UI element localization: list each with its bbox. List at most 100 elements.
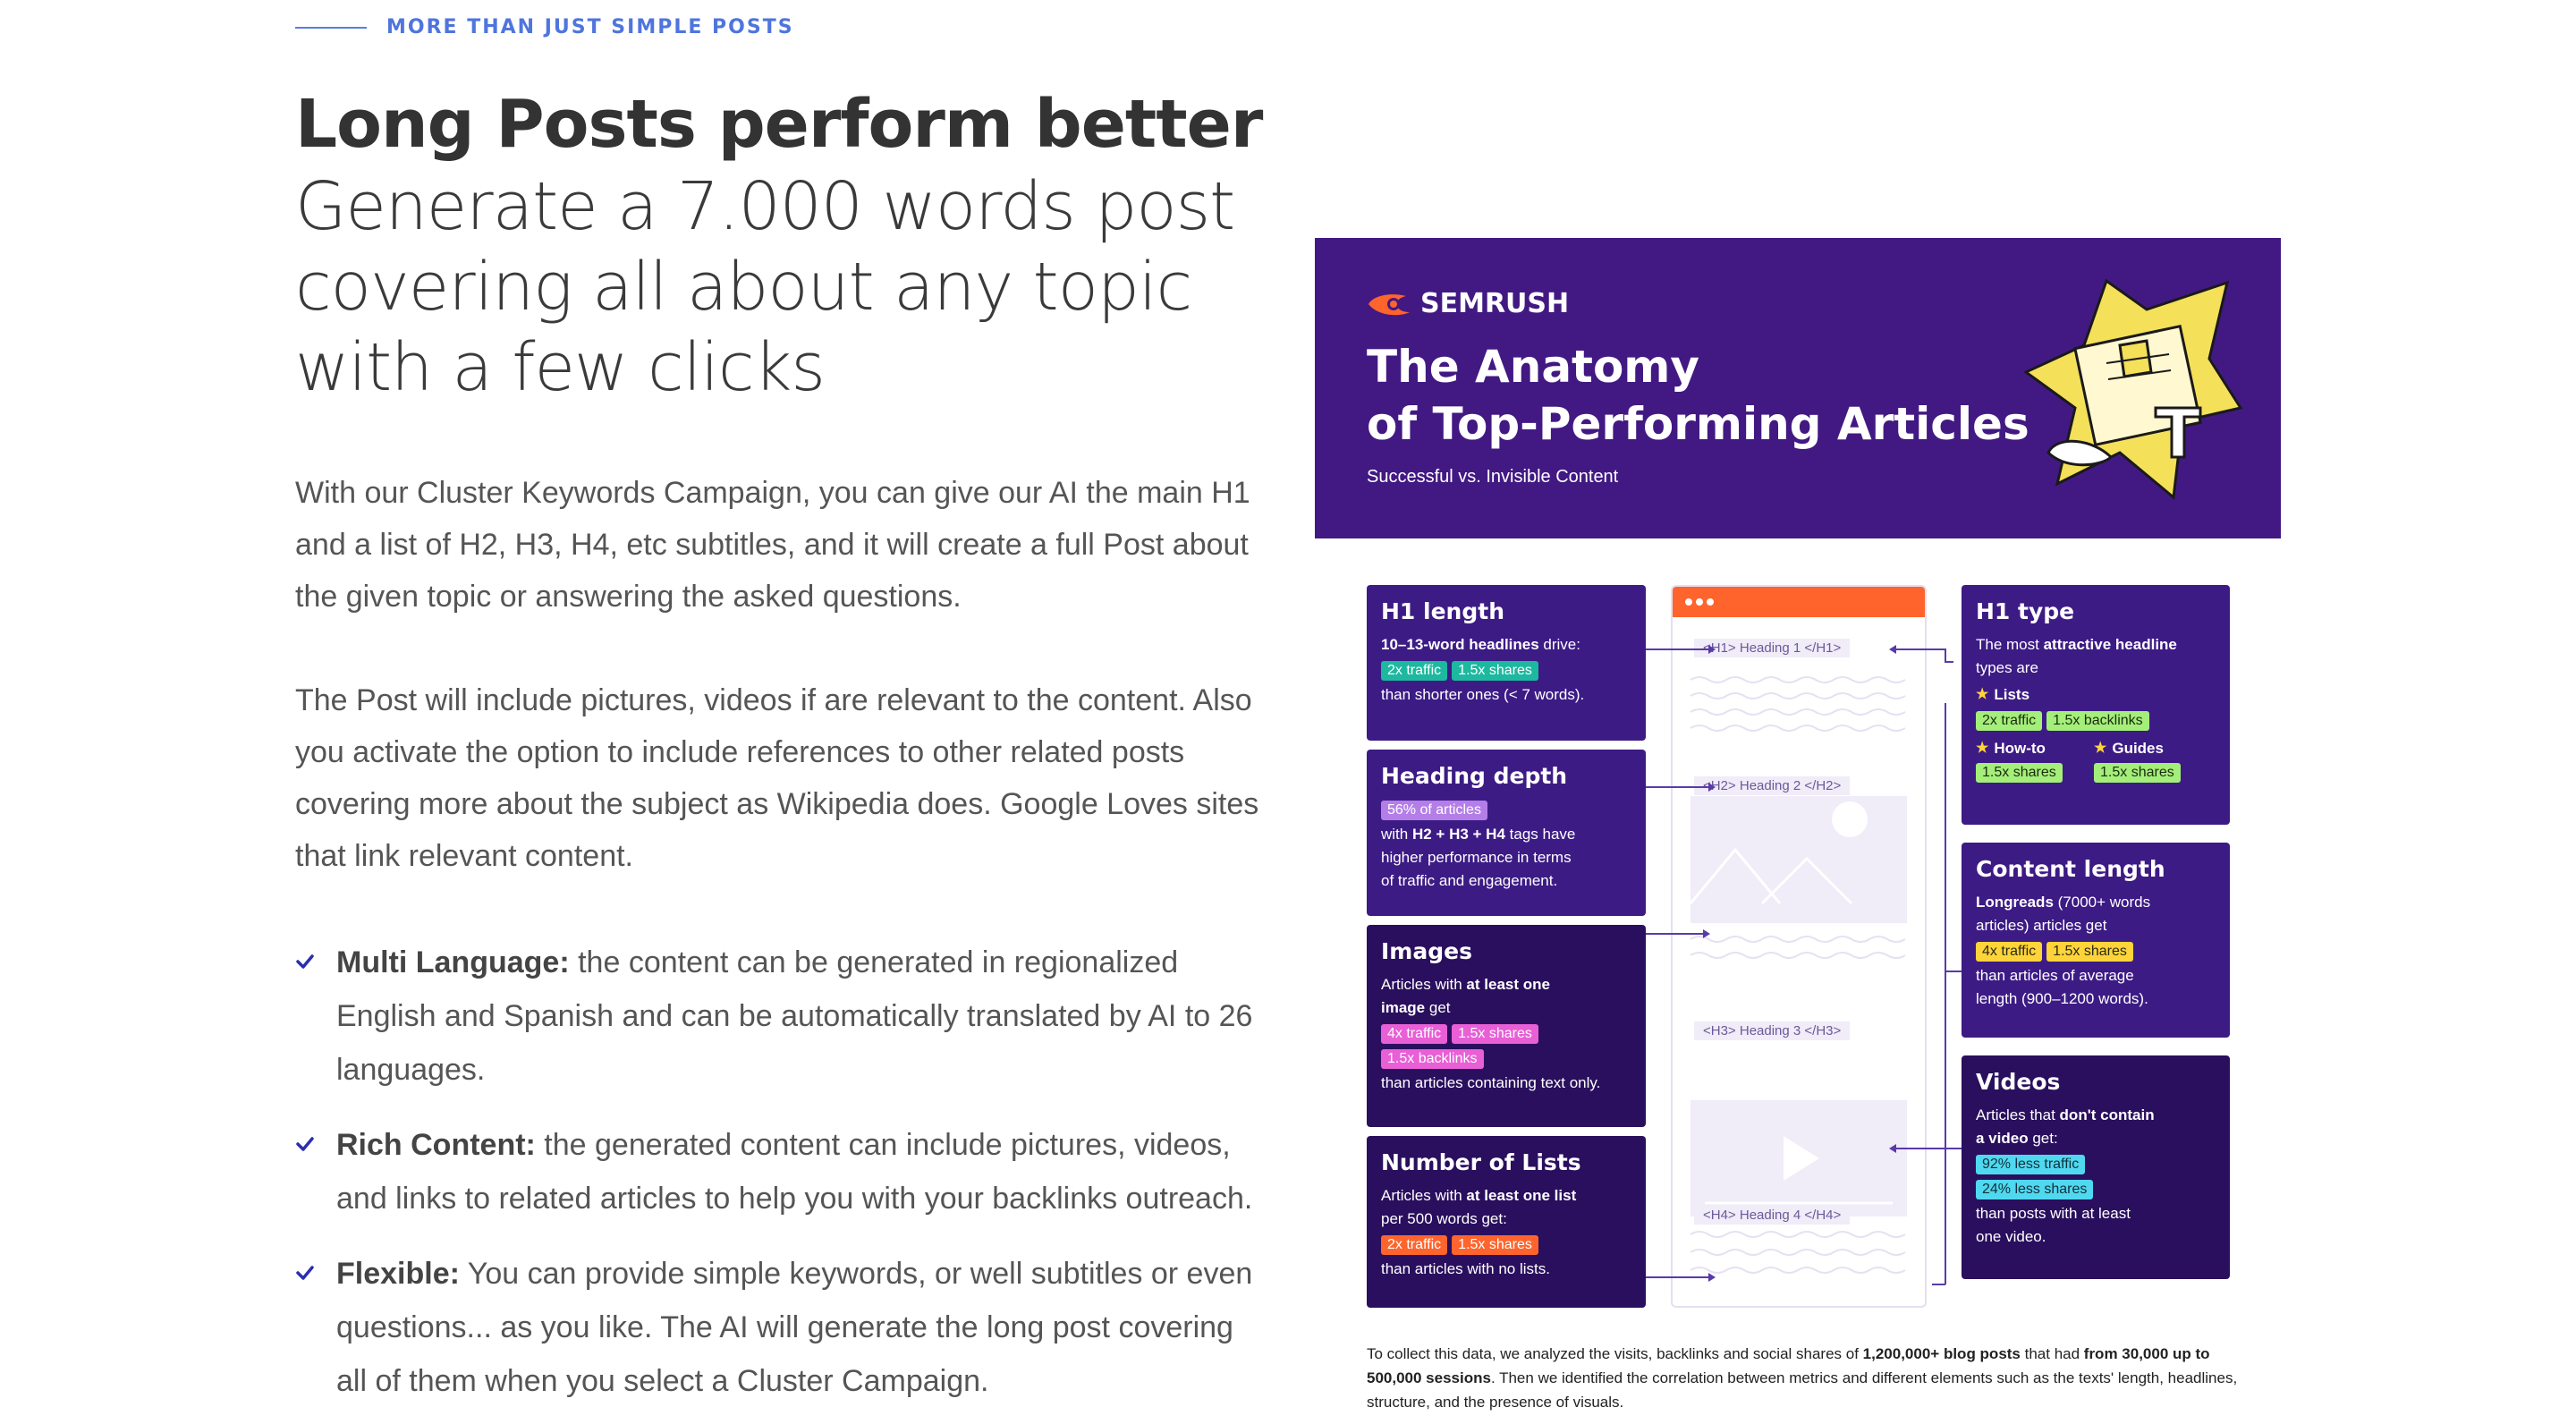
infographic-banner: SEMRUSH The Anatomy of Top-Performing Ar… [1315,238,2281,538]
footnote-text: 1,200,000+ blog posts [1862,1345,2021,1362]
footnote-text: To collect this data, we analyzed the vi… [1367,1345,1863,1362]
feature-list: Multi Language: the content can be gener… [295,936,1270,1424]
card-title: H1 type [1976,598,2075,624]
card-text: than articles of average [1976,967,2134,984]
window-dot [1685,598,1692,606]
heading-label: <H3> Heading 3 </H3> [1694,1021,1851,1040]
card-text: Articles that [1976,1106,2060,1123]
feature-item: Multi Language: the content can be gener… [295,936,1270,1097]
card-text: a video [1976,1130,2029,1147]
card-title: H1 length [1381,598,1504,624]
document-illustration [2023,278,2243,500]
article-mockup: <H1> Heading 1 </H1> <H2> Heading 2 </H2… [1671,585,1927,1308]
card-text: than articles containing text only. [1381,1074,1601,1091]
card-text: attractive headline [2043,636,2177,653]
card-text: get [1425,999,1451,1016]
card-text: image [1381,999,1426,1016]
card-text: The most [1976,636,2044,653]
checkmark-icon [296,954,314,969]
checkmark-icon [296,1266,314,1280]
metric-tag: 1.5x shares [1976,763,2063,783]
metric-tag: 2x traffic [1381,1235,1448,1255]
card-text: than articles with no lists. [1381,1260,1550,1277]
mockup-body [1689,676,1907,1274]
heading-label: <H1> Heading 1 </H1> [1694,639,1851,657]
feature-label: Multi Language: [336,945,570,979]
card-text: at least one list [1466,1187,1577,1204]
metric-tag: 56% of articles [1381,801,1487,820]
card-title: Number of Lists [1381,1149,1581,1175]
eyebrow-line [295,26,367,29]
metric-tag: 92% less traffic [1976,1155,2086,1174]
card-title: Content length [1976,856,2165,882]
browser-bar [1673,587,1925,617]
card-text: (7000+ words [2053,894,2151,911]
card-text: Articles with [1381,1187,1467,1204]
card-videos: Videos Articles that don't contain a vid… [1962,1055,2230,1279]
intro-paragraph: With our Cluster Keywords Campaign, you … [295,476,1250,614]
card-heading-depth: Heading depth 56% of articles with H2 + … [1367,750,1646,916]
card-title: Heading depth [1381,763,1568,789]
metric-tag: 1.5x shares [1452,1024,1538,1044]
star-icon: ★ [1976,687,1989,702]
metric-tag: 2x traffic [1976,711,2043,731]
metric-tag: 1.5x backlinks [1381,1049,1484,1069]
infographic-footnote: To collect this data, we analyzed the vi… [1367,1342,2243,1414]
infographic-subtitle: Successful vs. Invisible Content [1367,467,1619,487]
card-text: tags have [1504,826,1576,843]
feature-text: the content can be generated in regional… [336,945,1253,1087]
card-text: get: [2028,1130,2058,1147]
footnote-text: . Then we identified the correlation bet… [1367,1369,2238,1411]
card-text: How-to [1994,740,2046,757]
feature-label: Rich Content: [336,1128,536,1162]
metric-tag: 1.5x shares [1452,1235,1538,1255]
metric-tag: 1.5x shares [2046,942,2133,962]
card-text: higher performance in terms [1381,849,1572,866]
semrush-flame-icon [1368,293,1410,315]
card-text: one video. [1976,1228,2046,1245]
card-text: length (900–1200 words). [1976,990,2148,1007]
page-title: Long Posts perform better [295,86,1263,163]
eyebrow-text: MORE THAN JUST SIMPLE POSTS [386,16,794,38]
feature-text: the generated content can include pictur… [336,1128,1253,1216]
heading-label: <H2> Heading 2 </H2> [1694,776,1851,795]
card-text: H2 + H3 + H4 [1411,826,1505,843]
title-line: of Top-Performing Articles [1367,398,2029,450]
detail-paragraph: The Post will include pictures, videos i… [295,683,1259,873]
card-text: Articles with [1381,976,1467,993]
card-h1-type: H1 type The most attractive headline typ… [1962,585,2230,825]
card-text: Lists [1994,686,2030,703]
card-text: 10–13-word headlines [1381,636,1539,653]
window-dot [1707,598,1714,606]
star-icon: ★ [1976,741,1989,756]
infographic: SEMRUSH The Anatomy of Top-Performing Ar… [1315,238,2281,1424]
card-text: than shorter ones (< 7 words). [1381,686,1585,703]
card-text: than posts with at least [1976,1205,2131,1222]
card-text: don't contain [2059,1106,2155,1123]
feature-item: Rich Content: the generated content can … [295,1118,1270,1225]
card-title: Videos [1976,1069,2061,1095]
card-text: of traffic and engagement. [1381,872,1558,889]
metric-tag: 4x traffic [1976,942,2043,962]
card-text: drive: [1538,636,1580,653]
checkmark-icon [296,1137,314,1151]
card-text: Guides [2112,740,2164,757]
card-text: types are [1976,659,2038,676]
star-icon: ★ [2094,741,2107,756]
footnote-text: from 30,000 up to 500,000 sessions [1367,1345,2210,1386]
metric-tag: 1.5x shares [1452,661,1538,681]
eyebrow: MORE THAN JUST SIMPLE POSTS [295,16,794,38]
infographic-title: The Anatomy of Top-Performing Articles [1367,338,2029,453]
card-h1-length: H1 length 10–13-word headlines drive: 2x… [1367,585,1646,741]
metric-tag: 4x traffic [1381,1024,1448,1044]
card-number-of-lists: Number of Lists Articles with at least o… [1367,1136,1646,1308]
metric-tag: 1.5x backlinks [2046,711,2149,731]
card-text: articles) articles get [1976,917,2107,934]
card-text: per 500 words get: [1381,1210,1507,1227]
metric-tag: 1.5x shares [2094,763,2181,783]
brand-name: SEMRUSH [1420,288,1570,319]
metric-tag: 2x traffic [1381,661,1448,681]
card-images: Images Articles with at least one image … [1367,925,1646,1127]
card-text: at least one [1466,976,1550,993]
semrush-logo: SEMRUSH [1367,288,1569,319]
